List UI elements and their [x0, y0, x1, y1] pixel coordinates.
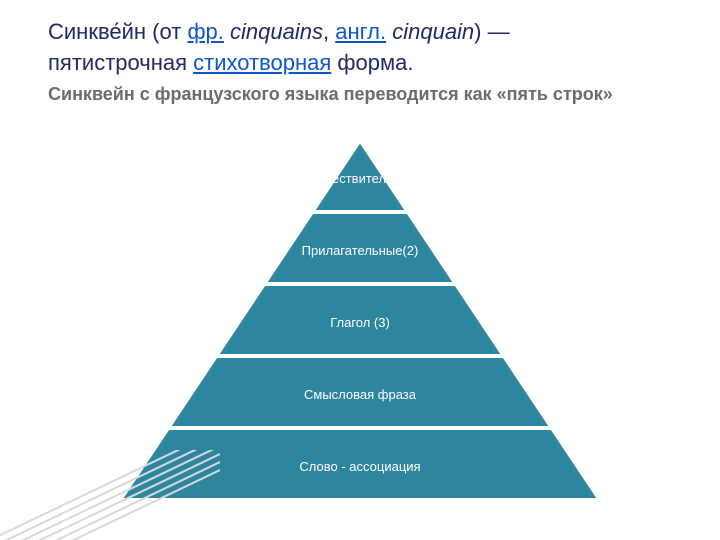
title-text: ) — [474, 19, 509, 44]
title-line-1: Синкве́йн (от фр. cinquains, англ. cinqu… [48, 18, 668, 47]
heading-block: Синкве́йн (от фр. cinquains, англ. cinqu… [48, 18, 668, 107]
link-fr[interactable]: фр. [187, 19, 223, 44]
corner-decor [0, 450, 220, 540]
link-poetic[interactable]: стихотворная [193, 50, 331, 75]
title-text: Синкве́йн (от [48, 19, 187, 44]
pyramid-svg [120, 140, 600, 500]
link-en[interactable]: англ. [335, 19, 386, 44]
pyramid-tier [312, 140, 408, 212]
title-text: форма. [331, 50, 413, 75]
title-text: пятистрочная [48, 50, 193, 75]
title-line-2: пятистрочная стихотворная форма. [48, 49, 668, 78]
title-text: , [323, 19, 335, 44]
slide: Синкве́йн (от фр. cinquains, англ. cinqu… [0, 0, 720, 540]
pyramid-tier [168, 356, 552, 428]
pyramid-tier [216, 284, 504, 356]
subtitle: Синквейн с французского языка переводитс… [48, 83, 668, 106]
pyramid-tier [264, 212, 456, 284]
corner-decor-svg [0, 450, 220, 540]
pyramid-diagram: СуществительноеПрилагательные(2)Глагол (… [120, 140, 600, 500]
italic-cinquains: cinquains [230, 19, 323, 44]
decor-line [0, 450, 220, 540]
decor-line [0, 470, 220, 540]
italic-cinquain: cinquain [392, 19, 474, 44]
